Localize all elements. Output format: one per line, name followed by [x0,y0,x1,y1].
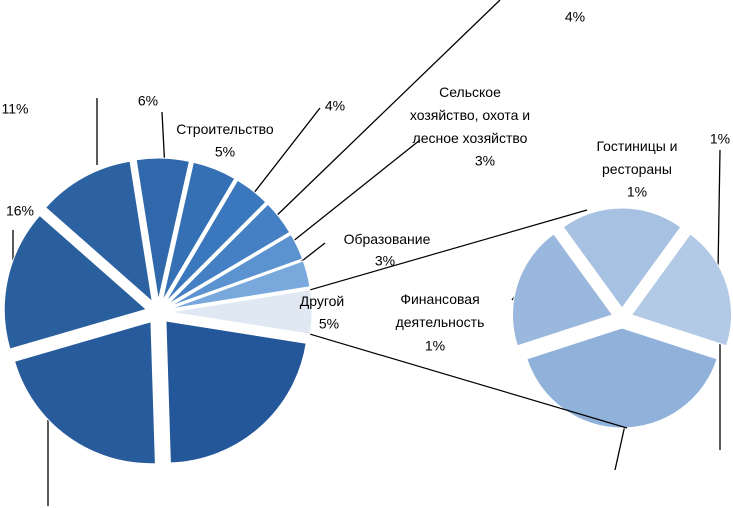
connector-line [310,209,588,291]
pie-slice [168,233,304,308]
data-label: 5% [215,144,235,160]
leader-line [614,424,626,471]
category-label: Гостиницы и рестораны [596,138,677,177]
data-label: 6% [138,93,158,109]
data-label: 1% [627,184,647,200]
pie-slice [562,207,682,309]
data-label: 16% [6,203,34,219]
pie-slice [13,321,156,465]
data-label: 1% [425,338,445,354]
pie-slice [165,320,307,464]
pie-slice [44,160,153,303]
data-label: 4% [325,98,345,114]
connector-line [310,333,628,429]
data-label: 3% [475,153,495,169]
pie-slice [630,233,733,347]
category-label: Финансовая деятельность [396,291,485,330]
leader-line [717,149,721,273]
pie-slice [167,203,291,306]
pie-slice [161,161,236,302]
data-label: 11% [2,101,29,117]
category-label: Сельское хозяйство, охота и лесное хозяйст… [410,84,530,146]
category-label: Строительство [176,121,274,137]
leader-line [249,107,321,199]
pie-slice [511,233,614,347]
pie-slice [135,157,190,301]
pie-slice [169,289,313,335]
category-label: Другой [300,293,345,309]
pie-slice [526,327,718,429]
pie-slice [164,179,267,303]
leader-line [269,0,501,223]
data-label: 3% [375,253,395,269]
data-label: 1% [710,131,730,147]
leader-line [281,139,421,251]
data-label: 4% [565,9,585,25]
data-label: 5% [319,316,339,332]
pie-slice [169,260,311,310]
category-label: Образование [344,231,431,247]
pie-slice [3,214,148,350]
